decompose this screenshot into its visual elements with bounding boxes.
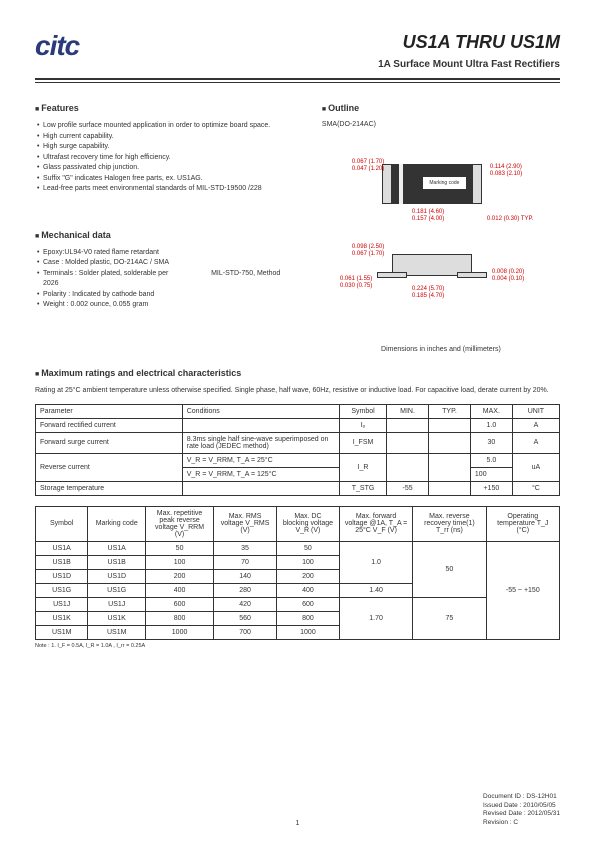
parts-note: Note : 1. I_F = 0.5A, I_R = 1.0A , I_rr … xyxy=(35,643,560,649)
subtitle: 1A Surface Mount Ultra Fast Rectifiers xyxy=(35,59,560,70)
table-row: Forward rectified current Iₒ 1.0A xyxy=(36,418,560,432)
ratings-heading: Maximum ratings and electrical character… xyxy=(35,368,560,378)
table-row: US1AUS1A503550 1.050-55 ~ +150 xyxy=(36,541,560,555)
list-item: Case : Molded plastic, DO-214AC / SMA xyxy=(37,258,297,269)
list-item: Polarity : Indicated by cathode band xyxy=(37,290,297,301)
outline-heading: Outline xyxy=(322,103,560,113)
list-item: Epoxy:UL94-V0 rated flame retardant xyxy=(37,248,297,259)
list-item: Low profile surface mounted application … xyxy=(37,121,297,132)
table-row: Storage temperature T_STG-55 +150°C xyxy=(36,481,560,495)
mechanical-list: Epoxy:UL94-V0 rated flame retardant Case… xyxy=(35,248,297,311)
mechanical-heading: Mechanical data xyxy=(35,230,297,240)
list-item: High current capability. xyxy=(37,132,297,143)
features-list: Low profile surface mounted application … xyxy=(35,121,297,195)
table-row: Forward surge current8.3ms single half s… xyxy=(36,432,560,453)
footer-block: Document ID : DS-12H01 Issued Date : 201… xyxy=(483,793,560,827)
list-item: Terminals : Solder plated, solderable pe… xyxy=(37,269,297,290)
ratings-table: Parameter Conditions Symbol MIN. TYP. MA… xyxy=(35,404,560,496)
parts-table: Symbol Marking code Max. repetitive peak… xyxy=(35,506,560,640)
main-title: US1A THRU US1M xyxy=(35,32,560,53)
list-item: Suffix "G" indicates Halogen free parts,… xyxy=(37,174,297,185)
list-item: Glass passivated chip junction. xyxy=(37,163,297,174)
features-heading: Features xyxy=(35,103,297,113)
list-item: Ultrafast recovery time for high efficie… xyxy=(37,153,297,164)
page-number: 1 xyxy=(296,820,300,827)
table-row: US1JUS1J6004206001.7075 xyxy=(36,597,560,611)
list-item: High surge capability. xyxy=(37,142,297,153)
ratings-note: Rating at 25°C ambient temperature unles… xyxy=(35,386,560,396)
table-row: Reverse currentV_R = V_RRM, T_A = 25°C I… xyxy=(36,453,560,467)
list-item: Lead-free parts meet environmental stand… xyxy=(37,184,297,195)
list-item: Weight : 0.002 ounce, 0.055 gram xyxy=(37,300,297,311)
dimension-caption: Dimensions in inches and (millimeters) xyxy=(322,346,560,353)
package-diagram: Marking code 0.067 (1.70) 0.047 (1.20) 0… xyxy=(322,134,552,334)
package-label: SMA(DO-214AC) xyxy=(322,121,560,128)
